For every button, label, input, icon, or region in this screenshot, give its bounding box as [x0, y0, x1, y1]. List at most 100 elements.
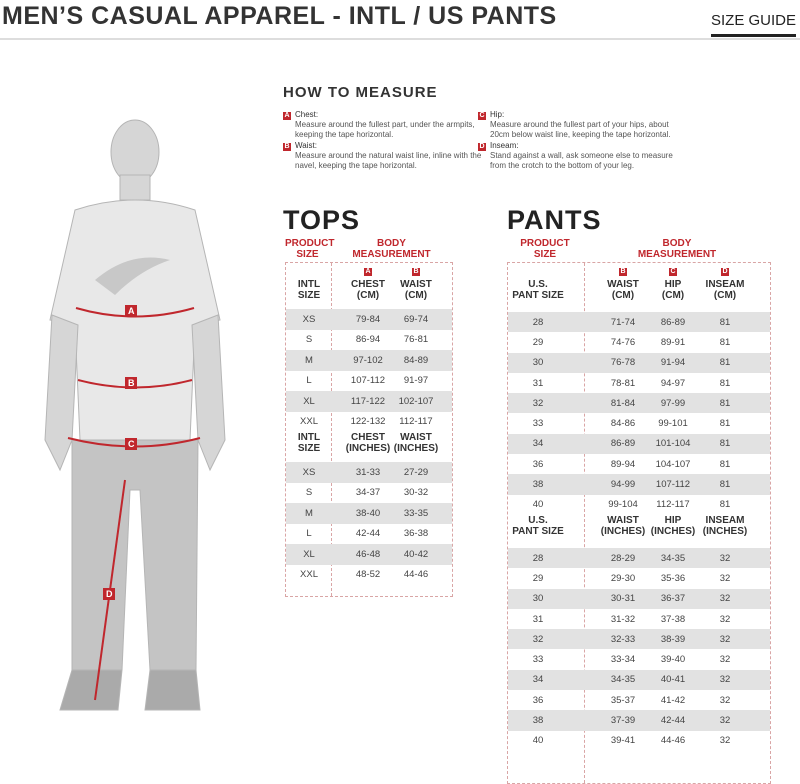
pants-title: PANTS: [507, 205, 602, 235]
table-row: 33 33-34 39-40 32: [508, 650, 770, 670]
measure-text: Measure around the natural waist line, i…: [295, 151, 482, 170]
table-cell: 79-84: [355, 313, 381, 325]
table-cell: 37-39: [610, 715, 636, 727]
table-cell: 81: [719, 458, 731, 470]
table-row: S 86-94 76-81: [286, 330, 452, 351]
table-cell: 39-40: [660, 654, 686, 666]
measure-label: Hip:: [490, 110, 505, 119]
table-cell: 81: [719, 499, 731, 511]
page-title: MEN’S CASUAL APPAREL - INTL / US PANTS: [2, 2, 557, 30]
table-cell: 99-101: [658, 418, 688, 430]
table-cell: 84-89: [403, 354, 429, 366]
table-cell: S: [305, 487, 313, 499]
table-cell: 34-37: [355, 487, 381, 499]
measure-label: Inseam:: [490, 141, 519, 150]
table-row: L 107-112 91-97: [286, 371, 452, 392]
letter-badge: A: [283, 112, 291, 120]
table-cell: 36-38: [403, 528, 429, 540]
table-cell: 101-104: [655, 438, 691, 450]
table-cell: 81: [719, 479, 731, 491]
table-cell: 36-37: [660, 593, 686, 605]
measure-text: Measure around the fullest part of your …: [490, 120, 671, 139]
table-row: XS 31-33 27-29: [286, 462, 452, 483]
table-cell: 35-37: [610, 694, 636, 706]
table-row: XXL 48-52 44-46: [286, 565, 452, 586]
table-cell: 69-74: [403, 313, 429, 325]
product-size-header: PRODUCT SIZE: [520, 238, 570, 260]
table-cell: 32: [719, 674, 731, 686]
measure-label: Chest:: [295, 110, 319, 119]
measurement-labels: A B C D: [103, 305, 137, 600]
table-row: 33 84-86 99-101 81: [508, 414, 770, 434]
measure-item: C Hip: Measure around the fullest part of …: [478, 110, 678, 140]
table-cell: XS: [302, 313, 316, 325]
product-size-header: PRODUCT SIZE: [285, 238, 335, 260]
table-row: 29 74-76 89-91 81: [508, 332, 770, 352]
table-cell: 107-112: [655, 479, 691, 491]
table-cell: 40: [532, 735, 544, 747]
table-cell: 48-52: [355, 569, 381, 581]
table-cell: 86-89: [660, 316, 686, 328]
measure-text: Stand against a wall, ask someone else t…: [490, 151, 673, 170]
table-row: 31 78-81 94-97 81: [508, 373, 770, 393]
table-row: XXL 122-132 112-117: [286, 412, 452, 433]
column-header: WAIST (INCHES): [393, 432, 439, 454]
table-cell: 89-94: [610, 458, 636, 470]
table-row: 31 31-32 37-38 32: [508, 609, 770, 629]
table-row: 28 71-74 86-89 81: [508, 312, 770, 333]
table-cell: 34-35: [660, 552, 686, 564]
table-cell: 40: [532, 499, 544, 511]
table-cell: 31-33: [355, 466, 381, 478]
table-cell: 29: [532, 572, 544, 584]
table-cell: 29-30: [610, 572, 636, 584]
letter-badge: D: [721, 268, 729, 276]
table-cell: L: [306, 528, 312, 540]
table-cell: 112-117: [399, 416, 433, 428]
table-cell: 74-76: [610, 336, 636, 348]
column-header: CHEST (INCHES): [345, 432, 391, 454]
table-cell: 81: [719, 336, 731, 348]
table-row: 28 28-29 34-35 32: [508, 548, 770, 569]
size-guide-tab[interactable]: SIZE GUIDE: [710, 12, 796, 37]
table-cell: 38-40: [355, 507, 381, 519]
table-cell: 31: [532, 377, 544, 389]
table-cell: XL: [303, 548, 315, 560]
letter-badge: A: [364, 268, 372, 276]
table-cell: XS: [302, 466, 316, 478]
table-cell: 89-91: [660, 336, 686, 348]
letter-badge: B: [283, 143, 291, 151]
table-cell: 86-94: [355, 334, 381, 346]
table-cell: 27-29: [403, 466, 429, 478]
table-cell: 32: [719, 593, 731, 605]
table-cell: 36: [532, 694, 544, 706]
table-row: XL 117-122 102-107: [286, 391, 452, 412]
table-row: S 34-37 30-32: [286, 483, 452, 504]
table-cell: 32: [719, 654, 731, 666]
table-cell: 39-41: [610, 735, 636, 747]
table-cell: 31: [532, 613, 544, 625]
table-cell: XXL: [300, 569, 318, 581]
table-cell: 38: [532, 479, 544, 491]
table-row: 32 81-84 97-99 81: [508, 393, 770, 414]
table-cell: M: [305, 354, 313, 366]
table-cell: 32: [719, 613, 731, 625]
table-cell: 32: [532, 397, 544, 409]
table-cell: 44-46: [660, 735, 686, 747]
table-cell: 81: [719, 316, 731, 328]
table-cell: 32: [719, 572, 731, 584]
table-cell: 37-38: [660, 613, 686, 625]
column-header: HIP (INCHES): [650, 515, 696, 537]
table-cell: 32-33: [610, 633, 636, 645]
table-row: 29 29-30 35-36 32: [508, 568, 770, 588]
table-row: XL 46-48 40-42: [286, 544, 452, 565]
table-cell: 38: [532, 715, 544, 727]
table-row: L 42-44 36-38: [286, 524, 452, 545]
table-row: 40 99-104 112-117 81: [508, 495, 770, 515]
measure-text: Measure around the fullest part, under t…: [295, 120, 475, 139]
table-cell: 94-97: [660, 377, 686, 389]
page-header: MEN’S CASUAL APPAREL - INTL / US PANTS S…: [0, 0, 800, 40]
table-cell: 94-99: [610, 479, 636, 491]
table-cell: 117-122: [350, 395, 386, 407]
label-a: A: [128, 306, 135, 316]
letter-badge: D: [478, 143, 486, 151]
